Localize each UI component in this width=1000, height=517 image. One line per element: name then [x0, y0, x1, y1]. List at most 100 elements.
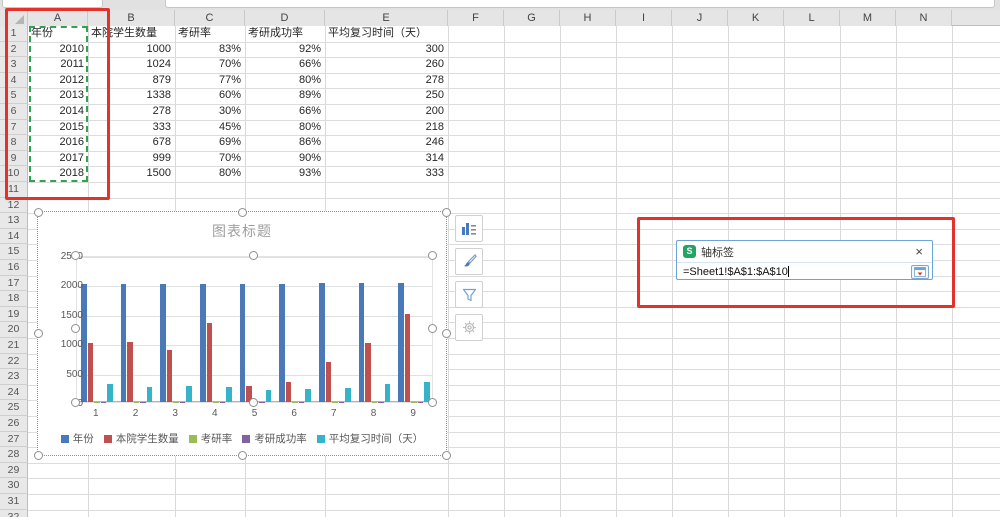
bar-本院学生数量-5[interactable] [246, 385, 252, 402]
bar-考研成功率-5[interactable] [259, 401, 265, 402]
cell-value[interactable]: 1024 [146, 58, 171, 71]
bar-年份-5[interactable] [239, 283, 246, 402]
bar-考研成功率-2[interactable] [140, 401, 146, 402]
bar-考研率-7[interactable] [332, 401, 338, 402]
bar-平均复习时间（天）-6[interactable] [305, 389, 311, 402]
cell-value[interactable]: 2014 [59, 105, 84, 117]
row-header-7[interactable]: 7 [0, 119, 28, 136]
bar-考研成功率-6[interactable] [298, 401, 305, 402]
cell-value[interactable]: 30% [218, 105, 241, 117]
row-header-2[interactable]: 2 [0, 41, 28, 58]
bar-本院学生数量-1[interactable] [87, 343, 94, 402]
column-header-I[interactable]: I [616, 10, 672, 26]
bar-考研率-9[interactable] [411, 401, 417, 402]
cell-value[interactable]: 333 [425, 167, 444, 180]
cell-value[interactable]: 2015 [59, 120, 84, 133]
cell-value[interactable]: 2016 [59, 136, 84, 149]
cell-header[interactable]: 年份 [31, 27, 53, 39]
cell-value[interactable]: 80% [218, 167, 241, 180]
row-header-28[interactable]: 28 [0, 447, 28, 463]
plot-area-handle[interactable] [71, 251, 80, 260]
row-header-17[interactable]: 17 [0, 275, 28, 292]
row-header-22[interactable]: 22 [0, 353, 28, 370]
cell-value[interactable]: 333 [152, 120, 171, 133]
plot-area-handle[interactable] [71, 324, 80, 333]
plot-area-handle[interactable] [428, 398, 437, 407]
bar-考研成功率-4[interactable] [219, 401, 226, 402]
row-header-30[interactable]: 30 [0, 478, 28, 494]
cell-value[interactable]: 314 [425, 151, 444, 164]
chart-elements-button[interactable] [455, 215, 483, 242]
bar-年份-7[interactable] [319, 283, 325, 402]
cell-value[interactable]: 80% [298, 73, 321, 86]
chart-resize-handle[interactable] [34, 329, 43, 338]
chart-resize-handle[interactable] [238, 451, 247, 460]
row-header-13[interactable]: 13 [0, 213, 28, 229]
row-header-1[interactable]: 1 [0, 26, 28, 42]
bar-考研成功率-1[interactable] [100, 401, 107, 402]
cell-value[interactable]: 2013 [59, 89, 84, 102]
chart-resize-handle[interactable] [34, 208, 43, 217]
row-header-32[interactable]: 32 [0, 509, 28, 517]
chart-filter-button[interactable] [455, 281, 483, 308]
row-header-25[interactable]: 25 [0, 400, 28, 416]
plot-area-handle[interactable] [249, 398, 258, 407]
chart-resize-handle[interactable] [34, 451, 43, 460]
row-header-8[interactable]: 8 [0, 135, 28, 151]
bar-考研率-3[interactable] [173, 401, 179, 402]
column-header-G[interactable]: G [504, 10, 560, 26]
plot-area-handle[interactable] [428, 251, 437, 260]
row-header-20[interactable]: 20 [0, 322, 28, 338]
bar-本院学生数量-9[interactable] [404, 313, 411, 402]
bar-平均复习时间（天）-4[interactable] [226, 387, 232, 402]
collapse-dialog-button[interactable] [911, 264, 929, 279]
cell-header[interactable]: 考研成功率 [248, 27, 303, 39]
column-header-M[interactable]: M [840, 10, 896, 26]
cell-value[interactable]: 250 [425, 89, 444, 102]
bar-考研率-4[interactable] [213, 401, 219, 402]
row-header-31[interactable]: 31 [0, 494, 28, 510]
cell-value[interactable]: 260 [425, 58, 444, 71]
cell-value[interactable]: 69% [218, 136, 241, 149]
column-header-N[interactable]: N [896, 10, 952, 26]
cell-value[interactable]: 1000 [146, 42, 171, 55]
row-header-4[interactable]: 4 [0, 72, 28, 89]
bar-本院学生数量-3[interactable] [166, 350, 173, 402]
cell-value[interactable]: 2012 [59, 73, 84, 86]
chart-resize-handle[interactable] [238, 208, 247, 217]
cell-value[interactable]: 60% [218, 89, 241, 102]
cell-value[interactable]: 2017 [59, 151, 84, 164]
row-header-9[interactable]: 9 [0, 150, 28, 167]
cell-value[interactable]: 1338 [146, 89, 171, 102]
row-header-21[interactable]: 21 [0, 338, 28, 354]
legend-item[interactable]: 本院学生数量 [103, 431, 179, 446]
cell-value[interactable]: 246 [425, 136, 444, 149]
chart-settings-button[interactable] [455, 314, 483, 341]
row-header-23[interactable]: 23 [0, 369, 28, 385]
bar-考研率-1[interactable] [94, 401, 100, 402]
bar-年份-2[interactable] [120, 283, 127, 402]
cell-value[interactable]: 86% [298, 136, 321, 149]
bar-年份-4[interactable] [200, 283, 206, 402]
column-header-B[interactable]: B [88, 10, 175, 26]
cell-value[interactable]: 2018 [59, 167, 84, 180]
cell-value[interactable]: 2010 [59, 42, 84, 55]
bar-本院学生数量-2[interactable] [127, 341, 133, 402]
cell-value[interactable]: 66% [298, 58, 321, 71]
name-box[interactable] [2, 0, 103, 8]
column-header-A[interactable]: A [28, 10, 88, 26]
row-header-16[interactable]: 16 [0, 260, 28, 276]
bar-平均复习时间（天）-8[interactable] [384, 383, 391, 402]
cell-value[interactable]: 278 [152, 105, 171, 117]
chart-title[interactable]: 图表标题 [212, 223, 272, 239]
cell-value[interactable]: 70% [218, 151, 241, 164]
cell-value[interactable]: 2011 [60, 58, 84, 71]
bar-本院学生数量-8[interactable] [365, 343, 371, 402]
bar-考研率-6[interactable] [292, 401, 298, 402]
cell-header[interactable]: 考研率 [178, 27, 211, 39]
plot-area-handle[interactable] [71, 398, 80, 407]
chart-plot-area[interactable] [76, 256, 433, 403]
bar-年份-1[interactable] [81, 283, 87, 402]
cell-value[interactable]: 45% [218, 120, 241, 133]
column-header-H[interactable]: H [560, 10, 616, 26]
